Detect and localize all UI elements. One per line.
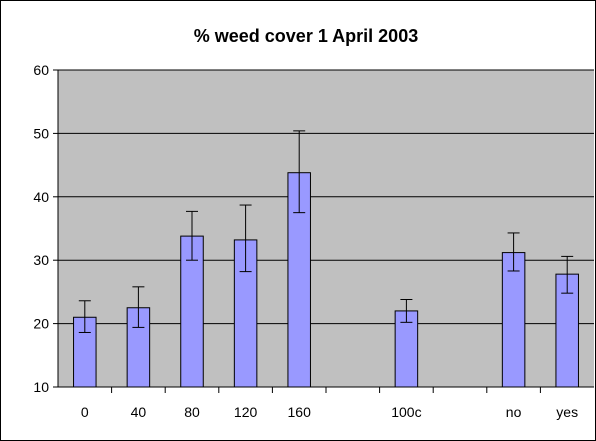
y-tick-label: 60: [33, 62, 49, 78]
y-tick-label: 20: [33, 316, 49, 332]
y-tick-label: 50: [33, 125, 49, 141]
x-tick-label: 100c: [391, 404, 421, 420]
y-tick-label: 40: [33, 189, 49, 205]
bars: [73, 172, 579, 388]
x-tick-label: 160: [288, 404, 312, 420]
x-axis-ticks: 0 40 80 120 160 100c no yes: [81, 387, 578, 420]
x-tick-label: 40: [131, 404, 147, 420]
x-tick-label: 80: [184, 404, 200, 420]
x-tick-label: yes: [556, 404, 578, 420]
x-tick-label: 0: [81, 404, 89, 420]
y-axis-ticks: 10 20 30 40 50 60: [33, 62, 58, 395]
y-tick-label: 10: [33, 379, 49, 395]
x-tick-label: 120: [234, 404, 258, 420]
x-tick-label: no: [506, 404, 522, 420]
chart-title: % weed cover 1 April 2003: [194, 26, 418, 46]
y-tick-label: 30: [33, 252, 49, 268]
error-bars: [78, 130, 574, 333]
bar-no: [501, 252, 526, 388]
